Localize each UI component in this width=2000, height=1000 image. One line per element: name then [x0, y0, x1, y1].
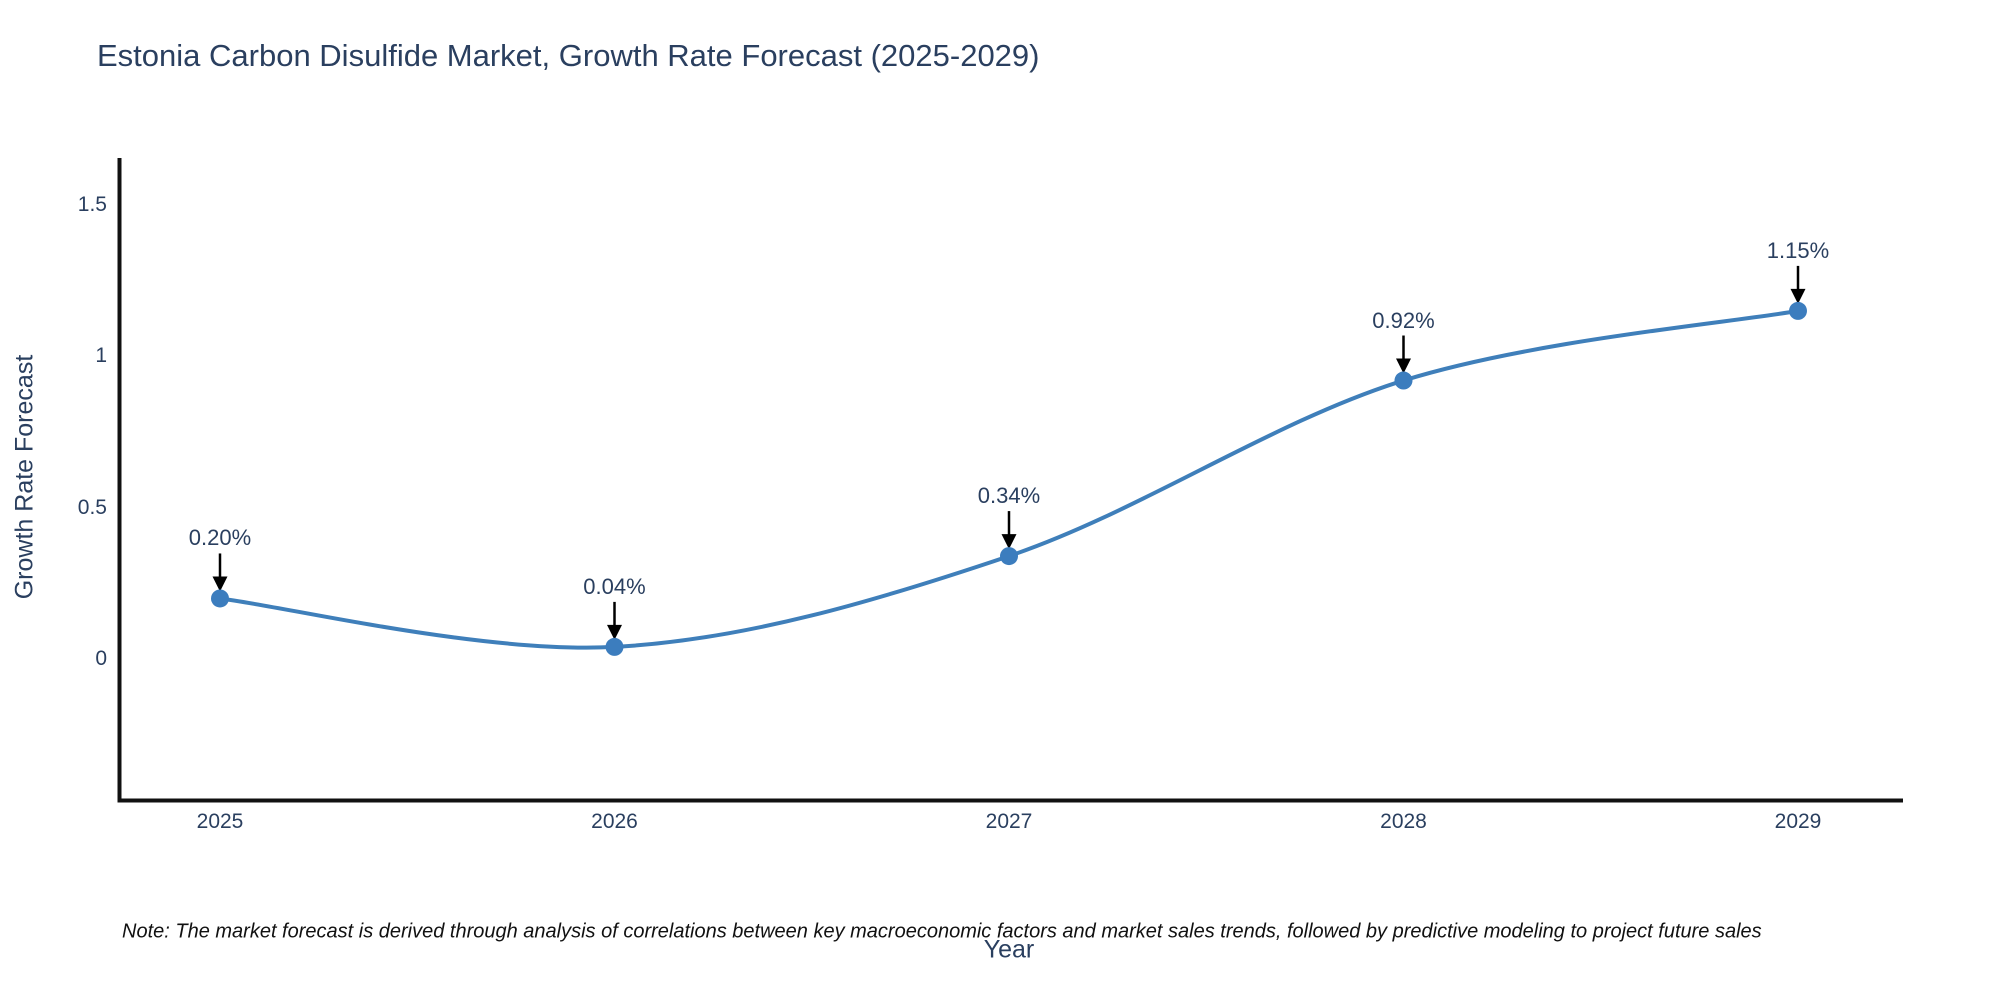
x-tick-label: 2027 [985, 810, 1033, 833]
y-tick-label: 0 [95, 647, 107, 670]
annotation-label: 1.15% [1766, 237, 1830, 263]
annotation-arrowhead [607, 624, 622, 640]
x-tick-label: 2025 [196, 810, 244, 833]
y-tick-label: 1 [95, 344, 107, 368]
annotation-arrowhead [1001, 534, 1017, 550]
data-point-marker[interactable] [1000, 547, 1018, 566]
data-point-marker[interactable] [211, 589, 229, 608]
x-tick-label: 2026 [591, 810, 638, 833]
data-point-marker[interactable] [1394, 371, 1413, 390]
y-axis-title: Growth Rate Forecast [10, 354, 39, 600]
y-tick-label: 1.5 [77, 192, 107, 216]
x-tick-label: 2028 [1380, 810, 1427, 833]
annotation-arrowhead [1790, 288, 1806, 304]
annotation-arrowhead [212, 576, 228, 592]
footnote: Note: The market forecast is derived thr… [122, 920, 1762, 943]
annotation-label: 0.34% [977, 483, 1041, 509]
annotation-arrowhead [1396, 358, 1411, 374]
x-tick-label: 2029 [1774, 810, 1822, 833]
data-point-marker[interactable] [1789, 301, 1807, 320]
chart-title: Estonia Carbon Disulfide Market, Growth … [97, 38, 1040, 73]
forecast-line [218, 308, 1800, 650]
data-point-marker[interactable] [605, 637, 624, 656]
annotation-label: 0.92% [1372, 307, 1435, 333]
x-axis-title: Year [983, 935, 1035, 964]
annotation-label: 0.20% [188, 525, 252, 551]
y-tick-label: 0.5 [77, 495, 107, 519]
annotation-label: 0.04% [583, 573, 646, 599]
